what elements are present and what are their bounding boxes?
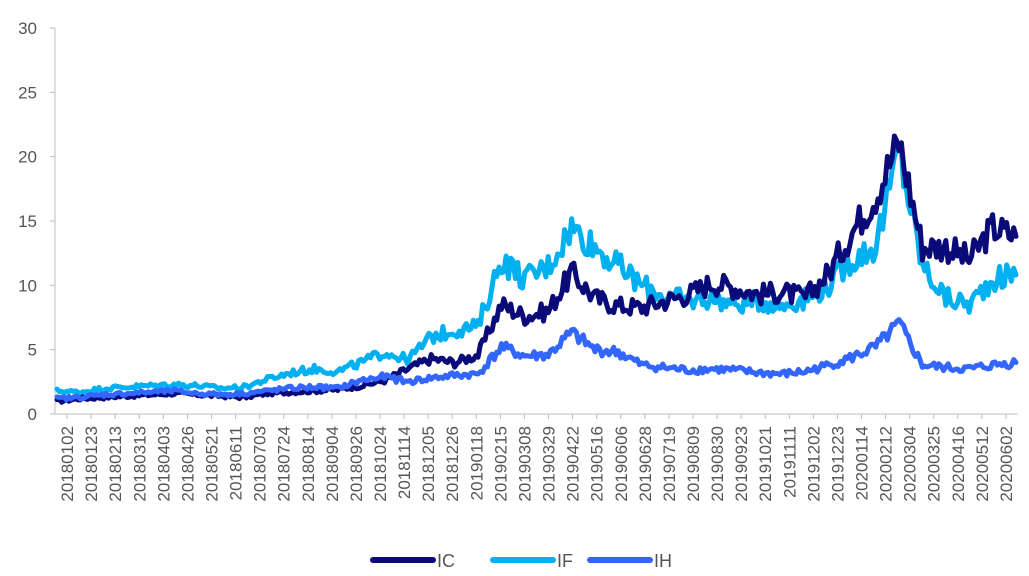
x-tick-label: 20190606 (612, 426, 631, 502)
y-tick-label: 25 (18, 83, 37, 102)
x-tick-label: 20190809 (684, 426, 703, 502)
x-tick-label: 20181024 (371, 426, 390, 502)
x-tick-label: 20181114 (395, 426, 414, 499)
x-tick-label: 20190628 (636, 426, 655, 502)
legend-label-ic: IC (437, 551, 455, 571)
x-tick-label: 20200416 (949, 426, 968, 502)
x-tick-label: 20200325 (925, 426, 944, 502)
x-tick-label: 20200512 (973, 426, 992, 502)
y-tick-label: 0 (28, 405, 37, 424)
y-tick-label: 5 (28, 341, 37, 360)
x-tick-label: 20190516 (588, 426, 607, 502)
x-tick-label: 20180521 (202, 426, 221, 502)
series-line-ih (54, 317, 1019, 403)
x-tick-label: 20180313 (130, 426, 149, 502)
x-tick-label: 20191202 (804, 426, 823, 502)
series-line-if (54, 145, 1019, 397)
x-tick-label: 20191223 (828, 426, 847, 502)
x-tick-label: 20200602 (997, 426, 1016, 502)
x-tick-label: 20180926 (347, 426, 366, 502)
x-tick-label: 20190118 (467, 426, 486, 500)
x-tick-label: 20190329 (540, 426, 559, 502)
y-tick-label: 10 (18, 276, 37, 295)
x-tick-label: 20191021 (756, 426, 775, 502)
x-tick-label: 20180426 (178, 426, 197, 502)
x-tick-label: 20200304 (901, 426, 920, 502)
legend: IC IF IH (370, 551, 672, 571)
x-tick-label: 20191111 (780, 426, 799, 498)
x-tick-label: 20190215 (491, 426, 510, 502)
y-tick-label: 15 (18, 212, 37, 231)
x-tick-label: 20180814 (299, 426, 318, 502)
x-tick-label: 20190830 (708, 426, 727, 502)
legend-label-if: IF (557, 551, 573, 571)
series-layer (54, 133, 1019, 405)
x-tick-label: 20200212 (877, 426, 896, 502)
y-tick-label: 30 (18, 19, 37, 38)
x-tick-label: 20180611 (227, 426, 246, 500)
x-tick-label: 20180724 (275, 426, 294, 502)
x-tick-label: 20180403 (154, 426, 173, 502)
y-axis: 0 5 10 15 20 25 30 (18, 19, 56, 424)
x-tick-label: 20180904 (323, 426, 342, 502)
x-tick-label: 20180213 (106, 426, 125, 502)
x-tick-label: 20190308 (515, 426, 534, 502)
legend-label-ih: IH (654, 551, 672, 571)
x-tick-label: 20190923 (732, 426, 751, 502)
x-tick-label: 20180102 (58, 426, 77, 502)
series-line-ic (54, 133, 1019, 405)
x-tick-label: 20200114 (853, 426, 872, 500)
y-tick-label: 20 (18, 148, 37, 167)
x-tick-label: 20180703 (251, 426, 270, 502)
x-tick-label: 20181226 (443, 426, 462, 502)
x-axis: 20180102 20180123 20180213 20180313 20180403… (55, 413, 1018, 502)
x-tick-label: 20190422 (564, 426, 583, 502)
x-tick-label: 20181205 (419, 426, 438, 502)
x-tick-label: 20180123 (82, 426, 101, 502)
x-tick-label: 20190719 (660, 426, 679, 502)
